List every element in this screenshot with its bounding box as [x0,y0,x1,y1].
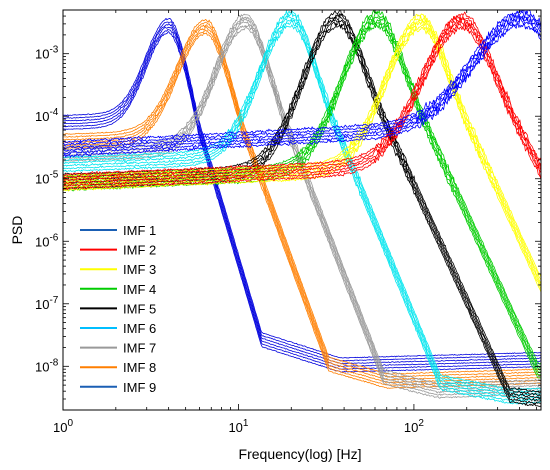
series-curve [63,24,541,405]
legend: IMF 1 IMF 2 IMF 3 IMF 4 IMF 5 IMF 6 IMF 7 IMF 8… [80,223,156,395]
legend-item: IMF 8 [80,360,156,375]
axes-box [62,9,542,411]
y-axis-label: PSD [9,216,25,245]
legend-label: IMF 8 [123,360,156,375]
series-curve [63,17,541,155]
series-curve [63,29,541,386]
series-curve [63,14,541,149]
legend-item: IMF 5 [80,301,156,316]
series-curve [63,23,541,187]
series-curve [63,28,541,370]
legend-label: IMF 5 [123,301,156,316]
series-imf-2 [63,11,541,191]
series-imf-6 [63,10,541,405]
series-curve [63,26,541,384]
legend-item: IMF 9 [80,380,156,395]
x-tick-label: 101 [228,418,248,435]
series-curve [63,31,541,373]
series-curve [63,10,541,394]
legend-label: IMF 2 [123,243,156,258]
series-curve [63,13,541,397]
series-curve [63,10,541,143]
series-imf-8 [63,18,541,389]
legend-item: IMF 6 [80,321,156,336]
series-curve [63,19,541,399]
series-curve [63,23,541,158]
axes-frame [62,9,542,411]
series-curve [63,23,541,408]
x-tick-label: 100 [53,418,73,435]
series-curve [63,13,541,278]
y-tick-label: 10-7 [35,295,59,312]
legend-item: IMF 2 [80,243,156,258]
x-tick-label: 102 [404,418,424,435]
series-imf-9 [63,17,541,373]
y-tick-label: 10-8 [35,357,59,374]
series-curve [63,23,541,365]
series-curve [63,17,541,182]
legend-label: IMF 6 [123,321,156,336]
series-curve [63,26,541,293]
series-curve [63,12,541,394]
plot-area [63,10,541,408]
series-curve [63,19,541,287]
series-imf-3 [63,13,541,293]
series-curve [63,10,541,391]
series-curve [63,16,541,371]
y-tick-label: 10-4 [35,107,59,124]
series-curve [63,21,541,378]
series-curve [63,26,541,368]
series-curve [63,15,541,397]
legend-item: IMF 1 [80,223,156,238]
y-tick-label: 10-5 [35,170,59,187]
series-curve [63,11,541,177]
legend-item: IMF 4 [80,282,156,297]
legend-item: IMF 3 [80,262,156,277]
series-curve [63,15,541,180]
y-tick-label: 10-3 [35,45,59,62]
legend-label: IMF 9 [123,380,156,395]
legend-label: IMF 4 [123,282,156,297]
series-imf-1 [63,10,541,158]
axis-ticks: 100 101 102 10-8 10-7 10-6 10-5 10-4 10-3 [35,9,541,435]
x-axis-label: Frequency(log) [Hz] [239,446,362,462]
series-curve [63,21,541,362]
legend-label: IMF 1 [123,223,156,238]
y-tick-label: 10-6 [35,232,59,249]
series-curve [63,26,541,191]
legend-item: IMF 7 [80,341,156,356]
series-curve [63,18,541,376]
series-curve [63,10,541,147]
series-curve [63,24,541,381]
series-curve [63,15,541,281]
legend-label: IMF 3 [123,262,156,277]
series-curve [63,17,541,359]
series-curve [63,15,541,152]
legend-label: IMF 7 [123,341,156,356]
